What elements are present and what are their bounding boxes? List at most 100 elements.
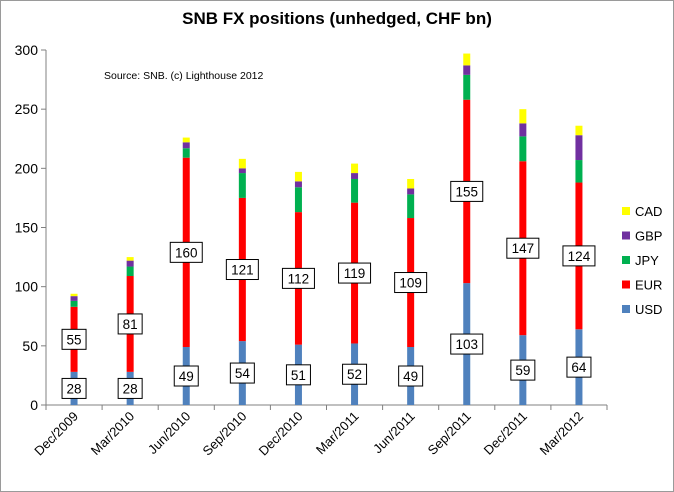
data-label-box: [281, 267, 315, 289]
legend-swatch-gbp: [622, 231, 630, 240]
x-tick-label: Mar/2011: [313, 409, 362, 458]
bar-segment-jpy: [182, 148, 190, 158]
bar-segment-jpy: [519, 136, 527, 162]
data-label-box: [173, 365, 199, 387]
bar-segment-gbp: [519, 123, 527, 137]
data-label-box: [510, 359, 536, 381]
legend-label-usd: USD: [635, 302, 662, 317]
data-label-eur: 160: [175, 245, 198, 260]
y-tick-label: 300: [15, 42, 39, 58]
y-tick-label: 200: [15, 160, 39, 176]
data-label-box: [169, 241, 203, 263]
y-tick-label: 50: [22, 338, 38, 354]
data-label-box: [225, 259, 259, 281]
y-tick-label: 150: [15, 220, 39, 236]
y-tick-label: 100: [15, 279, 39, 295]
x-tick-label: Sep/2011: [425, 409, 474, 458]
bar-segment-gbp: [294, 181, 302, 188]
data-label-box: [450, 333, 484, 355]
data-label-box: [398, 365, 424, 387]
data-label-usd: 28: [123, 381, 138, 396]
data-label-eur: 155: [455, 184, 478, 199]
data-label-eur: 124: [568, 249, 591, 264]
data-label-usd: 64: [571, 360, 587, 375]
data-label-eur: 121: [231, 263, 254, 278]
data-label-box: [117, 377, 143, 399]
legend-label-cad: CAD: [635, 204, 662, 219]
source-annotation: Source: SNB. (c) Lighthouse 2012: [104, 70, 264, 82]
data-label-eur: 55: [67, 332, 82, 347]
bar-segment-cad: [182, 137, 190, 143]
bar-segment-cad: [407, 178, 415, 189]
legend-swatch-usd: [622, 305, 630, 313]
bar-segment-gbp: [351, 173, 359, 179]
bar-segment-gbp: [126, 260, 134, 267]
bar-segment-gbp: [70, 296, 78, 301]
data-label-box: [342, 363, 368, 385]
data-label-box: [394, 272, 428, 294]
data-label-usd: 49: [403, 369, 418, 384]
bar-segment-cad: [519, 109, 527, 124]
bar-segment-cad: [351, 163, 359, 174]
data-labels: 28 55 28 81 49 160 54 121 51 112 52 119 49 109 103 155 5…: [61, 180, 596, 399]
data-label-usd: 54: [235, 366, 251, 381]
data-label-box: [117, 313, 143, 335]
bar-segment-jpy: [294, 187, 302, 213]
legend-label-eur: EUR: [635, 278, 662, 293]
bar-segment-gbp: [575, 135, 583, 161]
data-label-box: [566, 356, 592, 378]
bar-segment-cad: [238, 158, 246, 169]
bar-segment-jpy: [126, 266, 134, 277]
data-label-eur: 112: [288, 271, 310, 286]
bar-segment-jpy: [70, 300, 78, 307]
x-tick-label: Jun/2011: [370, 409, 418, 457]
x-tick-label: Dec/2009: [31, 409, 81, 459]
bar-segment-gbp: [407, 188, 415, 195]
bar-segment-jpy: [351, 178, 359, 203]
data-label-eur: 119: [344, 266, 366, 281]
data-label-box: [450, 180, 484, 202]
legend-swatch-eur: [622, 280, 630, 289]
data-label-box: [562, 245, 596, 267]
legend-swatch-jpy: [622, 256, 630, 264]
data-label-eur: 147: [512, 241, 535, 256]
x-tick-label: Dec/2011: [481, 409, 530, 458]
x-tick-label: Jun/2010: [145, 409, 193, 457]
bar-segment-jpy: [238, 173, 246, 198]
data-label-usd: 28: [67, 381, 82, 396]
x-tick-label: Sep/2010: [199, 409, 249, 459]
bar-segment-cad: [126, 257, 134, 261]
bar-segment-cad: [70, 293, 78, 297]
legend-swatch-cad: [622, 207, 630, 215]
data-label-usd: 103: [455, 337, 478, 352]
bars: [70, 53, 583, 405]
bar-segment-jpy: [463, 74, 471, 100]
legend-label-jpy: JPY: [635, 253, 659, 268]
data-label-usd: 51: [291, 368, 306, 383]
data-label-usd: 49: [179, 369, 194, 384]
chart-title: SNB FX positions (unhedged, CHF bn): [182, 9, 492, 28]
x-tick-label: Mar/2012: [537, 409, 586, 458]
bar-segment-gbp: [182, 142, 190, 149]
data-label-usd: 59: [515, 363, 530, 378]
bar-segment-jpy: [407, 194, 415, 219]
data-label-box: [229, 362, 255, 384]
data-label-box: [338, 262, 372, 284]
bar-segment-cad: [463, 53, 471, 66]
y-tick-label: 250: [15, 101, 39, 117]
data-label-usd: 52: [347, 367, 362, 382]
bar-segment-cad: [294, 171, 302, 182]
bar-segment-jpy: [575, 160, 583, 183]
data-label-box: [285, 364, 311, 386]
data-label-box: [506, 237, 540, 259]
data-label-box: [61, 377, 87, 399]
bar-segment-cad: [575, 125, 583, 136]
legend: CAD GBP JPY EUR USD: [622, 204, 662, 317]
x-tick-label: Dec/2010: [256, 409, 306, 459]
bar-segment-gbp: [238, 168, 246, 174]
data-label-box: [61, 328, 87, 350]
y-tick-label: 0: [30, 397, 38, 413]
data-label-eur: 109: [399, 276, 422, 291]
